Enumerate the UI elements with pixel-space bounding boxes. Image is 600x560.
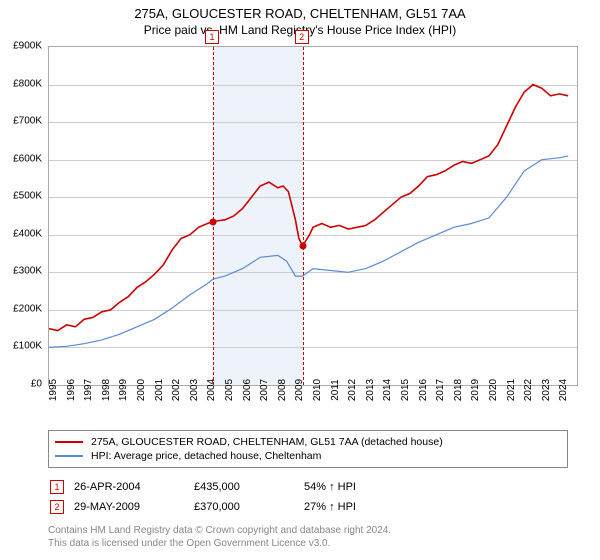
x-axis-label: 2002 bbox=[171, 379, 182, 401]
chart-area: £0£100K£200K£300K£400K£500K£600K£700K£80… bbox=[48, 46, 578, 416]
y-axis-label: £200K bbox=[0, 303, 42, 314]
legend-label: HPI: Average price, detached house, Chel… bbox=[91, 450, 321, 462]
y-axis-label: £400K bbox=[0, 228, 42, 239]
x-axis-label: 1996 bbox=[66, 379, 77, 401]
x-axis-label: 1999 bbox=[118, 379, 129, 401]
x-axis-label: 2021 bbox=[506, 379, 517, 401]
y-axis-label: £600K bbox=[0, 153, 42, 164]
series-property bbox=[49, 85, 568, 331]
plot-area bbox=[48, 46, 578, 386]
y-axis-label: £500K bbox=[0, 191, 42, 202]
legend-row: 275A, GLOUCESTER ROAD, CHELTENHAM, GL51 … bbox=[55, 435, 561, 449]
y-axis-label: £900K bbox=[0, 41, 42, 52]
footer-line-1: Contains HM Land Registry data © Crown c… bbox=[48, 524, 391, 537]
sale-date: 29-MAY-2009 bbox=[74, 498, 192, 516]
x-axis-label: 2014 bbox=[382, 379, 393, 401]
y-axis-label: £800K bbox=[0, 78, 42, 89]
x-axis-label: 2001 bbox=[154, 379, 165, 401]
y-axis-label: £700K bbox=[0, 116, 42, 127]
x-axis-label: 2011 bbox=[330, 379, 341, 401]
sale-point-dot bbox=[299, 243, 306, 250]
x-axis-label: 1997 bbox=[83, 379, 94, 401]
sale-marker-badge: 1 bbox=[50, 480, 64, 494]
sale-delta: 27% ↑ HPI bbox=[304, 498, 364, 516]
x-axis-label: 1998 bbox=[101, 379, 112, 401]
x-axis-label: 2004 bbox=[206, 379, 217, 401]
sale-marker-badge: 2 bbox=[295, 30, 309, 44]
sale-marker-cell: 2 bbox=[50, 498, 72, 516]
sale-price: £370,000 bbox=[194, 498, 302, 516]
line-series bbox=[49, 47, 577, 385]
sale-date: 26-APR-2004 bbox=[74, 478, 192, 496]
y-axis-label: £300K bbox=[0, 266, 42, 277]
x-axis-label: 2016 bbox=[418, 379, 429, 401]
chart-container: 275A, GLOUCESTER ROAD, CHELTENHAM, GL51 … bbox=[0, 0, 600, 560]
sale-marker-cell: 1 bbox=[50, 478, 72, 496]
sale-marker-badge: 1 bbox=[205, 30, 219, 44]
x-axis-label: 2022 bbox=[523, 379, 534, 401]
series-hpi bbox=[49, 156, 568, 348]
x-axis-label: 2015 bbox=[400, 379, 411, 401]
x-axis-label: 2008 bbox=[277, 379, 288, 401]
chart-title: 275A, GLOUCESTER ROAD, CHELTENHAM, GL51 … bbox=[0, 0, 600, 21]
x-axis-label: 2005 bbox=[224, 379, 235, 401]
x-axis-label: 2010 bbox=[312, 379, 323, 401]
x-axis-label: 2020 bbox=[488, 379, 499, 401]
sale-marker-badge: 2 bbox=[50, 500, 64, 514]
sale-delta: 54% ↑ HPI bbox=[304, 478, 364, 496]
y-axis-label: £0 bbox=[0, 379, 42, 390]
legend-swatch bbox=[55, 441, 83, 443]
x-axis-label: 1995 bbox=[48, 379, 59, 401]
x-axis-label: 2018 bbox=[453, 379, 464, 401]
legend-label: 275A, GLOUCESTER ROAD, CHELTENHAM, GL51 … bbox=[91, 436, 443, 448]
x-axis-label: 2003 bbox=[189, 379, 200, 401]
footer-line-2: This data is licensed under the Open Gov… bbox=[48, 537, 391, 550]
x-axis-label: 2019 bbox=[470, 379, 481, 401]
sale-row: 1 26-APR-2004£435,00054% ↑ HPI bbox=[50, 478, 364, 496]
x-axis-label: 2024 bbox=[558, 379, 569, 401]
sales-table: 1 26-APR-2004£435,00054% ↑ HPI 2 29-MAY-200… bbox=[48, 476, 366, 518]
sale-row: 2 29-MAY-2009£370,00027% ↑ HPI bbox=[50, 498, 364, 516]
sale-price: £435,000 bbox=[194, 478, 302, 496]
x-axis-label: 2000 bbox=[136, 379, 147, 401]
legend-swatch bbox=[55, 455, 83, 457]
x-axis-label: 2017 bbox=[435, 379, 446, 401]
legend: 275A, GLOUCESTER ROAD, CHELTENHAM, GL51 … bbox=[48, 430, 568, 468]
x-axis-label: 2009 bbox=[294, 379, 305, 401]
x-axis-label: 2012 bbox=[347, 379, 358, 401]
y-axis-label: £100K bbox=[0, 341, 42, 352]
x-axis-label: 2006 bbox=[242, 379, 253, 401]
x-axis-label: 2013 bbox=[365, 379, 376, 401]
legend-row: HPI: Average price, detached house, Chel… bbox=[55, 449, 561, 463]
footer-attribution: Contains HM Land Registry data © Crown c… bbox=[48, 524, 391, 550]
sale-point-dot bbox=[210, 218, 217, 225]
x-axis-label: 2007 bbox=[259, 379, 270, 401]
x-axis-label: 2023 bbox=[541, 379, 552, 401]
